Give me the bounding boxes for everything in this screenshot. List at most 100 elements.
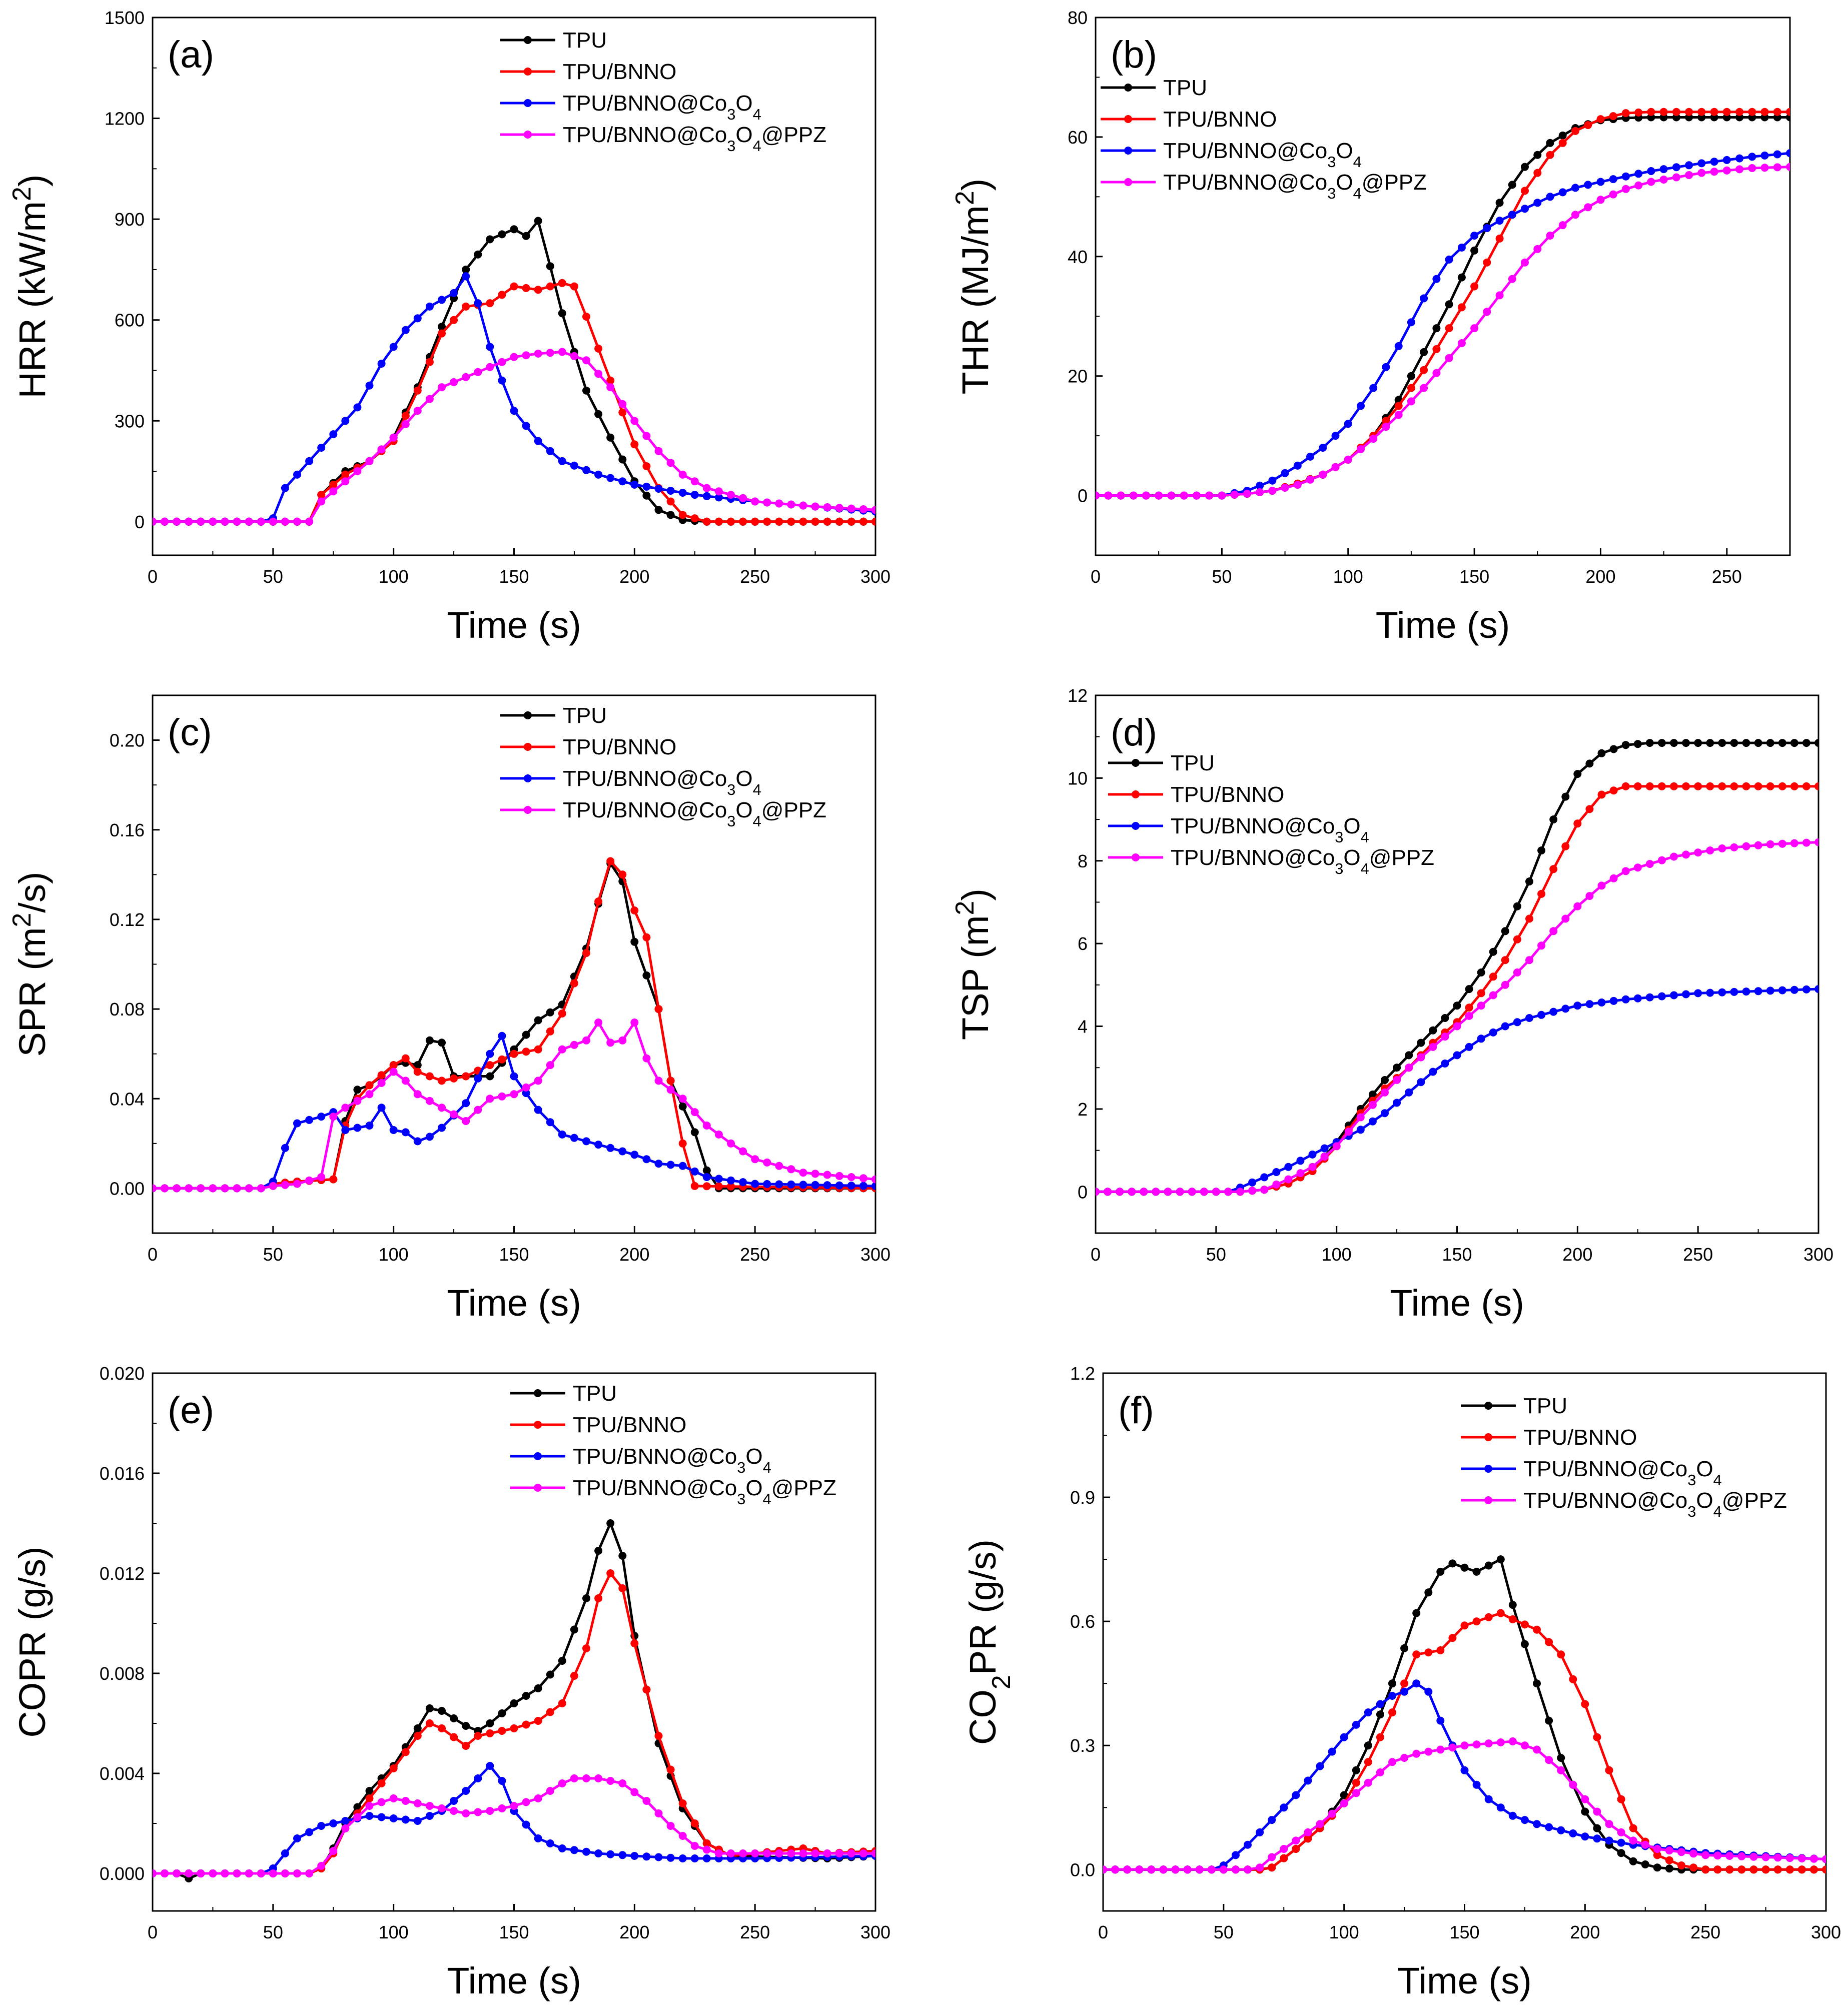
plot-area bbox=[153, 1519, 875, 1882]
data-point bbox=[522, 284, 530, 292]
data-point bbox=[1460, 1563, 1469, 1572]
x-tick-label: 250 bbox=[1712, 566, 1742, 587]
data-point bbox=[630, 1788, 639, 1796]
y-axis-label: SPR (m2/s) bbox=[7, 871, 53, 1057]
data-point bbox=[582, 1644, 590, 1652]
data-point bbox=[1814, 739, 1818, 747]
data-point bbox=[1340, 1733, 1348, 1741]
data-point bbox=[1573, 902, 1582, 910]
data-point bbox=[1448, 1559, 1457, 1568]
data-point bbox=[450, 1807, 458, 1815]
panel-label: (d) bbox=[1111, 711, 1157, 754]
data-point bbox=[329, 1847, 338, 1855]
data-point bbox=[1424, 1648, 1433, 1657]
data-point bbox=[486, 363, 494, 371]
data-point bbox=[1521, 187, 1529, 195]
data-point bbox=[702, 517, 711, 526]
data-point bbox=[654, 506, 663, 514]
data-point bbox=[1496, 1738, 1505, 1746]
data-point bbox=[1445, 255, 1453, 264]
data-point bbox=[1710, 108, 1718, 116]
data-point bbox=[630, 417, 639, 425]
data-point bbox=[690, 1128, 699, 1137]
data-point bbox=[173, 1184, 181, 1193]
data-point bbox=[450, 1110, 458, 1119]
data-point bbox=[739, 517, 747, 526]
data-point bbox=[618, 1851, 627, 1859]
data-point bbox=[1822, 1865, 1826, 1874]
data-point bbox=[1400, 1679, 1409, 1688]
legend-marker bbox=[524, 131, 532, 139]
legend-label: TPU bbox=[573, 1381, 617, 1406]
data-point bbox=[534, 1834, 542, 1842]
data-point bbox=[594, 1019, 603, 1027]
data-point bbox=[811, 1170, 819, 1178]
y-tick-label: 80 bbox=[1068, 8, 1088, 28]
data-point bbox=[450, 1733, 458, 1741]
data-point bbox=[1659, 165, 1668, 174]
data-point bbox=[1244, 1865, 1252, 1874]
data-point bbox=[1571, 211, 1579, 219]
data-point bbox=[281, 1849, 289, 1857]
y-tick-label: 0.20 bbox=[110, 730, 145, 751]
data-point bbox=[329, 480, 338, 489]
data-point bbox=[438, 329, 446, 338]
data-point bbox=[763, 517, 771, 526]
data-point bbox=[1520, 1816, 1529, 1824]
data-point bbox=[498, 230, 506, 239]
data-point bbox=[1633, 782, 1642, 790]
data-point bbox=[1722, 108, 1731, 116]
data-point bbox=[1814, 985, 1818, 993]
data-point bbox=[751, 1155, 759, 1164]
series-line-tpu-bnno-co3o4 bbox=[1103, 1682, 1826, 1871]
data-point bbox=[1212, 1188, 1220, 1196]
data-point bbox=[1304, 1828, 1312, 1836]
x-tick-label: 100 bbox=[379, 1922, 409, 1942]
data-point bbox=[1453, 1022, 1461, 1031]
data-point bbox=[582, 1137, 590, 1146]
data-point bbox=[739, 1147, 747, 1156]
data-point bbox=[1621, 109, 1630, 118]
data-point bbox=[365, 1081, 374, 1090]
data-point bbox=[233, 1869, 241, 1877]
x-axis-label: Time (s) bbox=[447, 1960, 581, 2001]
data-point bbox=[1647, 178, 1655, 186]
data-point bbox=[1725, 1852, 1734, 1860]
data-point bbox=[690, 514, 699, 523]
data-point bbox=[654, 1853, 663, 1861]
panel-label: (e) bbox=[168, 1389, 214, 1432]
data-point bbox=[1748, 164, 1756, 172]
data-point bbox=[293, 1869, 301, 1877]
data-point bbox=[1272, 1168, 1281, 1176]
data-point bbox=[1754, 841, 1762, 849]
data-point bbox=[690, 491, 699, 499]
data-point bbox=[678, 1139, 687, 1148]
data-point bbox=[233, 1184, 241, 1193]
plot-area bbox=[1096, 108, 1790, 500]
data-point bbox=[1558, 131, 1567, 140]
data-point bbox=[1545, 1638, 1553, 1646]
data-point bbox=[1304, 1776, 1312, 1785]
data-point bbox=[425, 1072, 434, 1081]
data-point bbox=[1520, 1640, 1529, 1648]
data-point bbox=[690, 1819, 699, 1827]
data-point bbox=[1802, 782, 1810, 790]
data-point bbox=[1140, 1188, 1148, 1196]
data-point bbox=[1096, 491, 1100, 500]
data-point bbox=[739, 1849, 747, 1857]
x-tick-label: 100 bbox=[1329, 1922, 1359, 1942]
data-point bbox=[1773, 150, 1781, 159]
data-point bbox=[618, 400, 627, 408]
data-point bbox=[1549, 815, 1558, 824]
data-point bbox=[1533, 1820, 1541, 1828]
data-point bbox=[209, 1869, 217, 1877]
data-point bbox=[1685, 161, 1693, 170]
legend: TPU TPU/BNNO TPU/BNNO@Co3O4TPU/BNNO@Co3O4@… bbox=[500, 703, 826, 830]
data-point bbox=[305, 1869, 314, 1877]
y-tick-label: 0.020 bbox=[100, 1363, 145, 1384]
data-point bbox=[1319, 444, 1327, 452]
data-point bbox=[1593, 1824, 1601, 1832]
data-point bbox=[510, 282, 518, 291]
data-point bbox=[1701, 1851, 1710, 1859]
data-point bbox=[558, 1657, 566, 1665]
